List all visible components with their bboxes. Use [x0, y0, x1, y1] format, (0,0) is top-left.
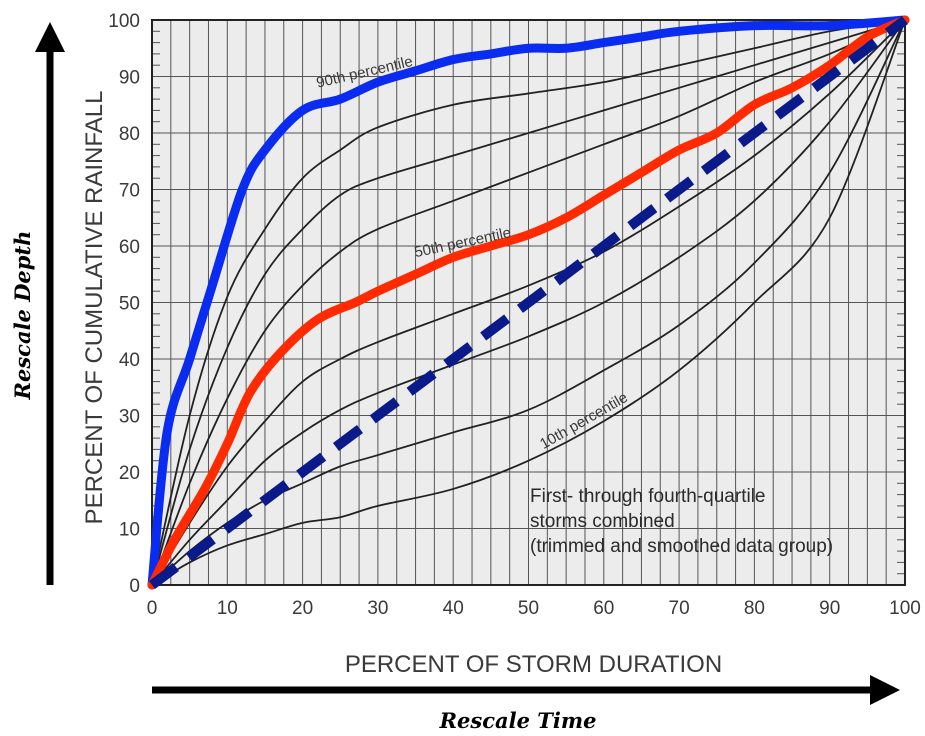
annotation-line-3: (trimmed and smoothed data group) [530, 536, 833, 557]
y-tick-label: 100 [108, 11, 140, 32]
x-tick-label: 40 [443, 598, 464, 619]
y-tick-label: 10 [119, 520, 140, 541]
series-line-thin [151, 19, 906, 586]
rescale-time-arrow-head [870, 675, 900, 705]
y-tick-label: 50 [119, 294, 140, 315]
annotation-line-2: storms combined [530, 511, 675, 532]
y-tick-label: 70 [119, 181, 140, 202]
series-line-thick [147, 15, 910, 590]
x-tick-label: 60 [593, 598, 614, 619]
y-tick-label: 60 [119, 237, 140, 258]
annotation-line-1: First- through fourth-quartile [530, 486, 766, 507]
series-line-thick [147, 15, 910, 590]
y-tick-label: 30 [119, 407, 140, 428]
x-tick-label: 90 [819, 598, 840, 619]
rescale-time-label: Rescale Time [439, 708, 597, 733]
rescale-depth-arrow-head [35, 22, 65, 52]
x-tick-label: 70 [669, 598, 690, 619]
series-line-thin [151, 19, 906, 586]
x-tick-label: 50 [518, 598, 539, 619]
series-line-thin [151, 19, 906, 586]
y-axis-title: PERCENT OF CUMULATIVE RAINFALL [81, 91, 108, 525]
series-line-thin [151, 19, 906, 586]
x-axis-title: PERCENT OF STORM DURATION [345, 651, 722, 678]
rescale-depth-label: Rescale Depth [10, 231, 35, 401]
y-tick-label: 40 [119, 350, 140, 371]
x-tick-label: 30 [367, 598, 388, 619]
x-tick-label: 10 [217, 598, 238, 619]
series-line-thin [151, 19, 906, 586]
y-tick-label: 80 [119, 124, 140, 145]
series-line-thin [151, 19, 906, 586]
plot-frame [151, 19, 906, 586]
series-layer [147, 15, 910, 590]
x-tick-label: 80 [744, 598, 765, 619]
y-tick-label: 0 [129, 576, 140, 597]
series-line-dashed [148, 16, 909, 589]
x-tick-label: 100 [889, 598, 921, 619]
y-tick-label: 90 [119, 68, 140, 89]
x-tick-label: 20 [292, 598, 313, 619]
tick-labels: 0 10 20 30 40 50 60 70 80 90 100 0 10 20 30 40 50 60 70 80 9… [108, 11, 921, 619]
y-tick-label: 20 [119, 463, 140, 484]
x-tick-label: 0 [147, 598, 158, 619]
